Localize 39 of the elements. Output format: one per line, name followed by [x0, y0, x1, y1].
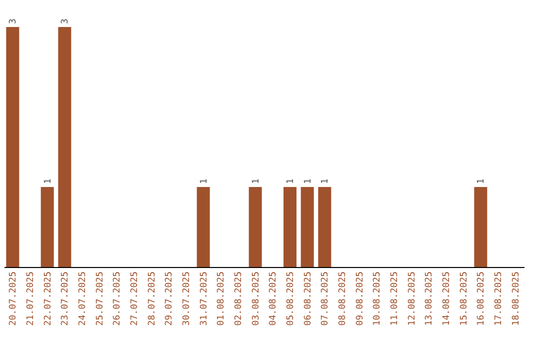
x-tick-label: 01.08.2025: [216, 272, 227, 326]
data-label: 3: [8, 18, 19, 24]
x-tick-label: 18.08.2025: [511, 272, 522, 326]
x-tick-label: 24.07.2025: [78, 272, 88, 326]
data-label: 1: [320, 178, 331, 184]
data-label: 1: [303, 178, 314, 184]
data-label: 1: [43, 178, 54, 184]
x-tick-label: 11.08.2025: [390, 272, 400, 326]
x-tick-label: 22.07.2025: [43, 272, 54, 326]
x-tick-label: 03.08.2025: [251, 272, 262, 326]
data-label: 1: [251, 178, 262, 184]
x-tick-label: 25.07.2025: [95, 272, 106, 326]
x-tick-label: 06.08.2025: [303, 272, 314, 326]
x-tick-label: 29.07.2025: [164, 272, 175, 326]
x-tick-label: 13.08.2025: [424, 272, 435, 326]
data-label: 1: [286, 178, 296, 184]
x-tick-label: 28.07.2025: [147, 272, 158, 326]
x-tick-label: 04.08.2025: [268, 272, 279, 326]
x-tick-label: 21.07.2025: [26, 272, 36, 326]
data-label: 1: [199, 178, 210, 184]
x-tick-label: 30.07.2025: [182, 272, 192, 326]
x-tick-label: 27.07.2025: [130, 272, 140, 326]
x-tick-label: 31.07.2025: [199, 272, 210, 326]
x-tick-label: 12.08.2025: [407, 272, 418, 326]
x-tick-label: 07.08.2025: [320, 272, 331, 326]
data-label: 1: [476, 178, 487, 184]
x-tick-label: 08.08.2025: [338, 272, 348, 326]
x-tick-label: 14.08.2025: [442, 272, 452, 326]
x-tick-label: 15.08.2025: [459, 272, 470, 326]
data-label: 3: [60, 18, 71, 24]
x-tick-label: 02.08.2025: [234, 272, 244, 326]
x-tick-label: 23.07.2025: [60, 272, 71, 326]
x-tick-label: 17.08.2025: [494, 272, 504, 326]
x-tick-label: 09.08.2025: [355, 272, 366, 326]
x-tick-label: 05.08.2025: [286, 272, 296, 326]
x-tick-label: 16.08.2025: [476, 272, 487, 326]
x-tick-label: 20.07.2025: [8, 272, 19, 326]
x-tick-label: 10.08.2025: [372, 272, 383, 326]
x-tick-label: 26.07.2025: [112, 272, 123, 326]
